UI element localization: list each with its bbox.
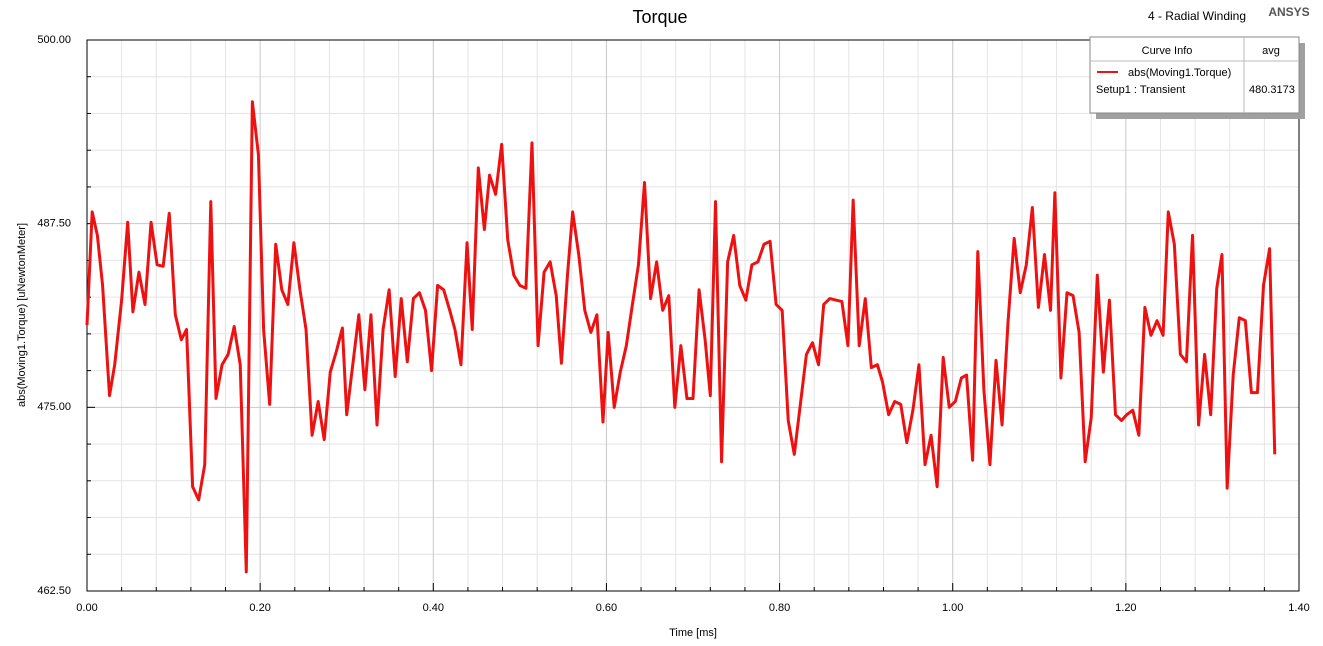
x-tick-label: 0.80 xyxy=(769,602,790,614)
design-name: 4 - Radial Winding xyxy=(1148,9,1246,23)
plot xyxy=(85,100,1277,574)
legend-header: Curve Info xyxy=(1142,45,1193,57)
y-tick-label: 487.50 xyxy=(37,218,71,230)
y-axis-label: abs(Moving1.Torque) [uNewtonMeter] xyxy=(16,223,28,407)
brand: ANSYS xyxy=(1268,5,1309,19)
x-tick-label: 0.00 xyxy=(76,602,97,614)
data-line xyxy=(85,100,1277,574)
y-tick-label: 462.50 xyxy=(37,585,71,597)
x-tick-label: 0.40 xyxy=(423,602,444,614)
y-tick-label: 500.00 xyxy=(37,34,71,46)
legend: Curve Info avg abs(Moving1.Torque) Setup… xyxy=(1089,36,1305,119)
x-axis-label: Time [ms] xyxy=(669,627,717,639)
legend-setup: Setup1 : Transient xyxy=(1096,84,1185,96)
x-tick-label: 1.40 xyxy=(1288,602,1309,614)
x-tick-label: 1.00 xyxy=(942,602,963,614)
x-tick-label: 0.60 xyxy=(596,602,617,614)
legend-box xyxy=(1089,36,1300,114)
x-tick-label: 1.20 xyxy=(1115,602,1136,614)
legend-avg: 480.3173 xyxy=(1249,84,1295,96)
legend-entry: abs(Moving1.Torque) xyxy=(1128,67,1231,79)
y-tick-label: 475.00 xyxy=(37,401,71,413)
chart-title: Torque xyxy=(632,7,687,27)
x-tick-label: 0.20 xyxy=(249,602,270,614)
legend-header: avg xyxy=(1262,45,1280,57)
